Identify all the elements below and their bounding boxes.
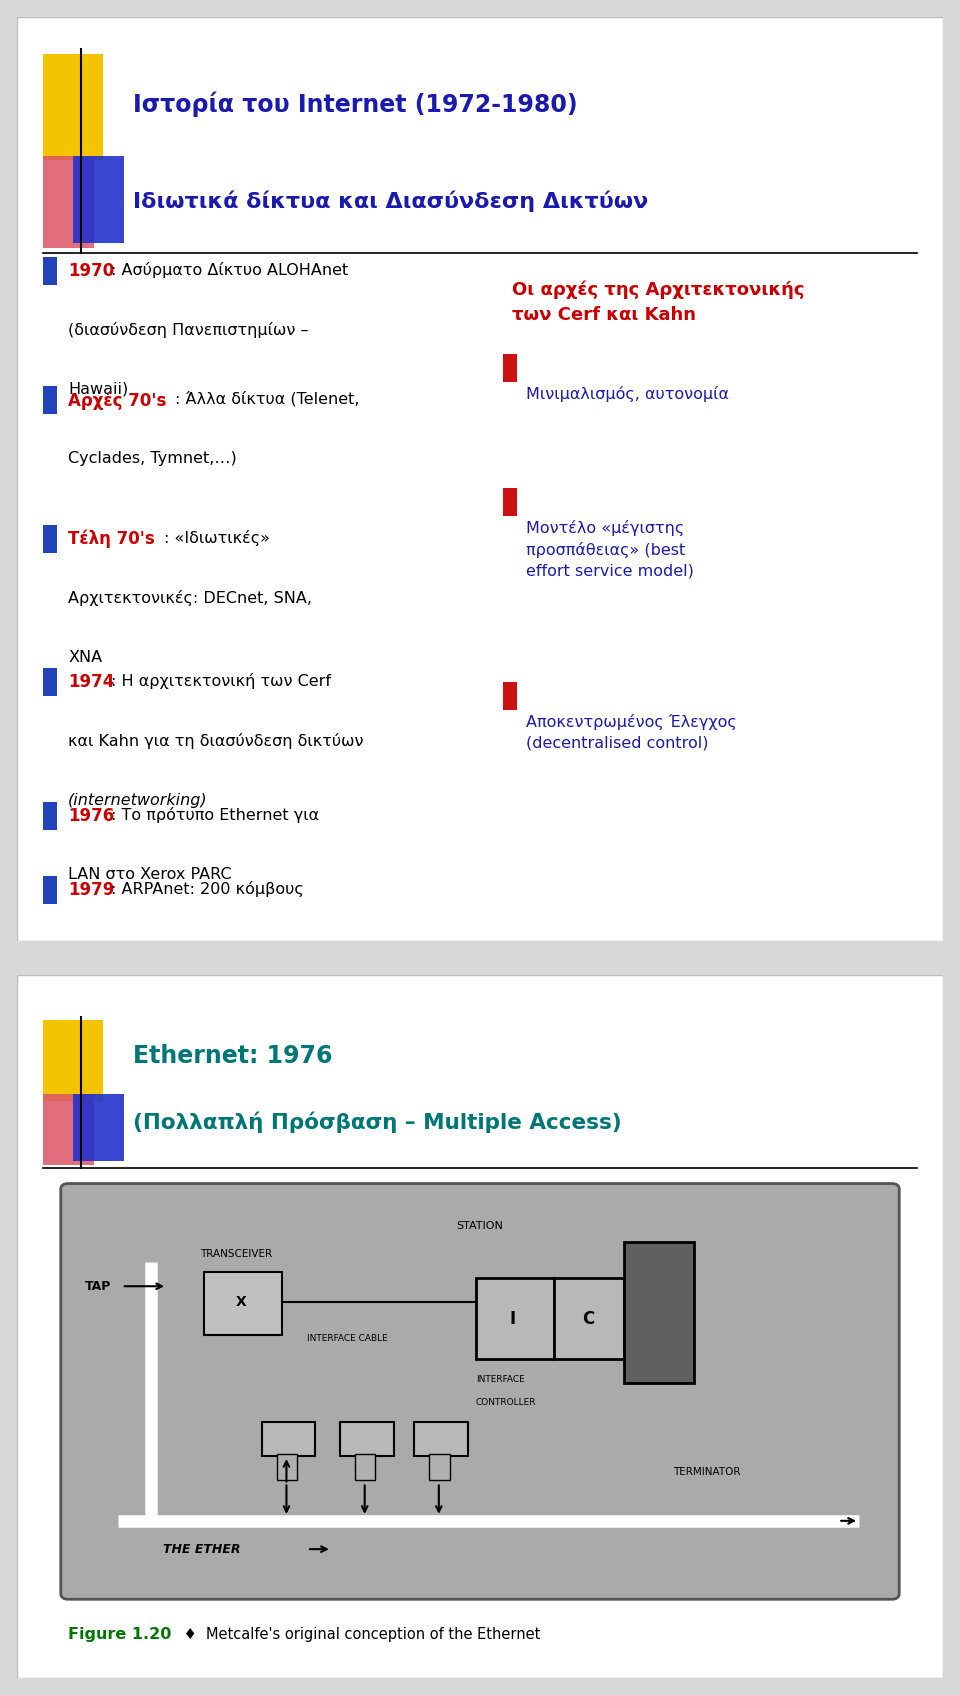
Bar [554, 1278, 624, 1359]
Text: 1974: 1974 [68, 673, 114, 692]
Text: 1970: 1970 [68, 261, 114, 280]
Text: CONTROLLER: CONTROLLER [476, 1398, 537, 1407]
Bar [262, 1422, 315, 1456]
Bar [43, 1095, 94, 1164]
Text: (Πολλαπλή Πρόσβαση – Multiple Access): (Πολλαπλή Πρόσβαση – Multiple Access) [132, 1112, 622, 1132]
Bar [73, 156, 124, 244]
Text: INTERFACE CABLE: INTERFACE CABLE [307, 1334, 388, 1344]
Bar [429, 1454, 449, 1480]
Bar [276, 1454, 298, 1480]
Text: THE ETHER: THE ETHER [163, 1542, 240, 1556]
Text: Μοντέλο «μέγιστης
προσπάθειας» (best
effort service model): Μοντέλο «μέγιστης προσπάθειας» (best eff… [526, 520, 694, 578]
Text: : Το πρότυπο Ethernet για: : Το πρότυπο Ethernet για [110, 807, 319, 822]
Text: : ARPAnet: 200 κόμβους: : ARPAnet: 200 κόμβους [110, 881, 303, 897]
Text: X: X [236, 1295, 247, 1310]
Text: Ethernet: 1976: Ethernet: 1976 [132, 1044, 332, 1068]
Text: : Ασύρματο Δίκτυο ALOHAnet: : Ασύρματο Δίκτυο ALOHAnet [110, 261, 348, 278]
Text: TRANSCEIVER: TRANSCEIVER [200, 1249, 272, 1259]
Bar [43, 668, 57, 697]
Bar [503, 488, 517, 515]
Bar [43, 258, 57, 285]
Text: Αρχιτεκτονικές: DECnet, SNA,: Αρχιτεκτονικές: DECnet, SNA, [68, 590, 312, 605]
Bar [73, 1095, 124, 1161]
Bar [43, 1020, 104, 1102]
Text: LAN στο Xerox PARC: LAN στο Xerox PARC [68, 866, 231, 881]
Bar [43, 54, 104, 159]
Text: STATION: STATION [457, 1220, 503, 1231]
Bar [503, 354, 517, 381]
Text: XNA: XNA [68, 649, 103, 664]
Text: (internetworking): (internetworking) [68, 793, 207, 809]
Text: C: C [583, 1310, 595, 1327]
Bar [43, 525, 57, 553]
Text: Αποκεντρωμένος Έλεγχος
(decentralised control): Αποκεντρωμένος Έλεγχος (decentralised co… [526, 714, 737, 751]
Text: Αρχές 70's: Αρχές 70's [68, 392, 166, 410]
Bar [43, 386, 57, 414]
Bar [503, 681, 517, 710]
Text: Figure 1.20: Figure 1.20 [68, 1627, 172, 1641]
Text: TAP: TAP [84, 1280, 111, 1293]
Bar [355, 1454, 375, 1480]
Text: Cyclades, Tymnet,…): Cyclades, Tymnet,…) [68, 451, 237, 466]
Text: TERMINATOR: TERMINATOR [674, 1468, 741, 1478]
Text: 1979: 1979 [68, 881, 114, 898]
Text: I: I [510, 1310, 516, 1327]
Text: : Άλλα δίκτυα (Telenet,: : Άλλα δίκτυα (Telenet, [175, 392, 359, 407]
Text: και Kahn για τη διασύνδεση δικτύων: και Kahn για τη διασύνδεση δικτύων [68, 732, 364, 749]
Bar [476, 1278, 554, 1359]
Text: Μινιμαλισμός, αυτονομία: Μινιμαλισμός, αυτονομία [526, 386, 730, 402]
Text: Ιστορία του Internet (1972-1980): Ιστορία του Internet (1972-1980) [132, 92, 578, 117]
Bar [43, 156, 94, 247]
Bar [43, 876, 57, 903]
Bar [204, 1271, 282, 1334]
Text: Τέλη 70's: Τέλη 70's [68, 529, 155, 547]
Text: : «Ιδιωτικές»: : «Ιδιωτικές» [164, 529, 270, 546]
Text: ♦  Metcalfe's original conception of the Ethernet: ♦ Metcalfe's original conception of the … [180, 1627, 540, 1641]
FancyBboxPatch shape [60, 1183, 900, 1600]
Bar [624, 1242, 694, 1383]
Text: INTERFACE: INTERFACE [476, 1375, 524, 1385]
Bar [414, 1422, 468, 1456]
Bar [340, 1422, 394, 1456]
Text: (διασύνδεση Πανεπιστημίων –: (διασύνδεση Πανεπιστημίων – [68, 322, 309, 337]
Text: : Η αρχιτεκτονική των Cerf: : Η αρχιτεκτονική των Cerf [110, 673, 331, 688]
Text: Hawaii): Hawaii) [68, 381, 129, 397]
Text: 1976: 1976 [68, 807, 114, 825]
Text: Ιδιωτικά δίκτυα και Διασύνδεση Δικτύων: Ιδιωτικά δίκτυα και Διασύνδεση Δικτύων [132, 192, 648, 212]
Bar [43, 802, 57, 831]
Text: Οι αρχές της Αρχιτεκτονικής
των Cerf και Kahn: Οι αρχές της Αρχιτεκτονικής των Cerf και… [513, 280, 804, 324]
